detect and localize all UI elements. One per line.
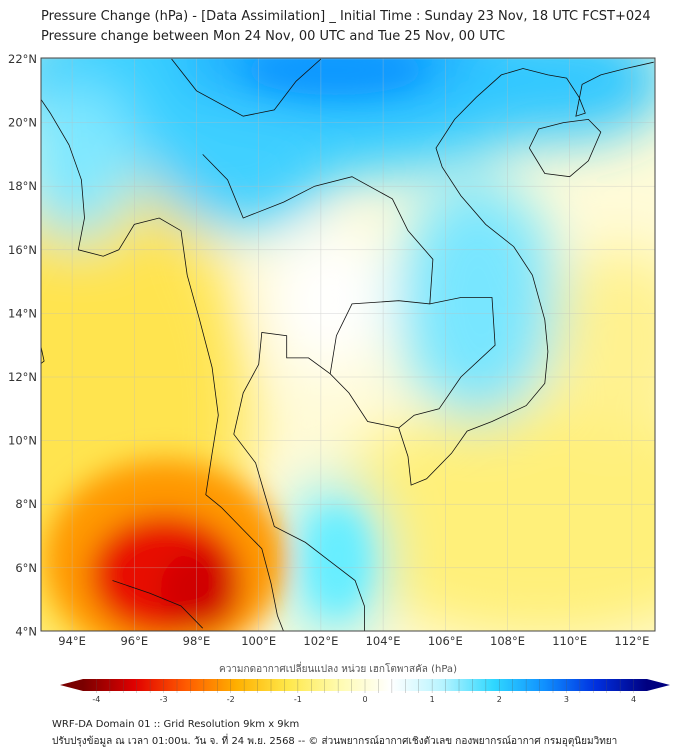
lon-tick-label: 102°E <box>303 634 338 648</box>
footer-model-info: WRF-DA Domain 01 :: Grid Resolution 9km … <box>52 719 300 730</box>
lon-axis: 94°E 96°E 98°E 100°E 102°E 104°E 106°E 108°E 110… <box>58 634 649 648</box>
coastline <box>398 297 496 429</box>
pressure-field <box>41 58 655 631</box>
colorbar-tick-label: -1 <box>294 695 302 704</box>
lat-tick-label: 20°N <box>8 116 37 130</box>
lat-tick-label: 18°N <box>8 179 37 193</box>
colorbar-max-arrow <box>647 679 670 691</box>
lon-tick-label: 110°E <box>552 634 587 648</box>
colorbar-tick-label: 3 <box>564 695 569 704</box>
lat-axis: 22°N 20°N 18°N 16°N 14°N 12°N 10°N 8°N 6°N 4°N <box>8 52 37 638</box>
lon-tick-label: 112°E <box>614 634 649 648</box>
coastline <box>233 61 654 631</box>
lon-tick-label: 94°E <box>58 634 86 648</box>
colorbar-tick-label: -4 <box>92 695 100 704</box>
lat-tick-label: 10°N <box>8 434 37 448</box>
lat-tick-label: 16°N <box>8 243 37 257</box>
map-frame <box>40 57 656 632</box>
colorbar-title: ความกดอากาศเปลี่ยนแปลง หน่วย เฮกโตพาสคัล… <box>219 664 457 675</box>
coastline <box>171 58 322 117</box>
colorbar-tick-label: 1 <box>430 695 435 704</box>
lat-tick-label: 12°N <box>8 370 37 384</box>
colorbar: -4 -3 -2 -1 0 1 2 3 4 <box>60 679 670 704</box>
lat-tick-label: 14°N <box>8 306 37 320</box>
coastlines <box>41 58 654 631</box>
pressure-change-map: 22°N 20°N 18°N 16°N 14°N 12°N 10°N 8°N 6°N 4°N 94… <box>8 52 656 648</box>
lat-tick-label: 8°N <box>15 497 37 511</box>
lat-tick-label: 4°N <box>15 624 37 638</box>
lon-tick-label: 106°E <box>428 634 463 648</box>
colorbar-tick-label: -3 <box>160 695 168 704</box>
lat-tick-label: 6°N <box>15 561 37 575</box>
colorbar-min-arrow <box>60 679 83 691</box>
lon-tick-label: 108°E <box>490 634 525 648</box>
lon-tick-label: 96°E <box>120 634 148 648</box>
map-title: Pressure Change (hPa) - [Data Assimilati… <box>41 9 651 24</box>
coastline <box>528 118 602 178</box>
colorbar-tick-label: 4 <box>631 695 636 704</box>
map-subtitle: Pressure change between Mon 24 Nov, 00 U… <box>41 29 506 44</box>
colorbar-tick-label: -2 <box>227 695 235 704</box>
lat-tick-label: 22°N <box>8 52 37 66</box>
lon-tick-label: 98°E <box>183 634 211 648</box>
coastline <box>41 98 284 631</box>
colorbar-tick-label: 2 <box>497 695 502 704</box>
lon-tick-label: 104°E <box>366 634 401 648</box>
coastline <box>202 154 434 374</box>
footer-update-info: ปรับปรุงข้อมูล ณ เวลา 01:00น. วัน จ. ที่… <box>52 736 618 747</box>
coastline <box>112 580 203 629</box>
lon-tick-label: 100°E <box>241 634 276 648</box>
colorbar-tick-label: 0 <box>362 695 367 704</box>
